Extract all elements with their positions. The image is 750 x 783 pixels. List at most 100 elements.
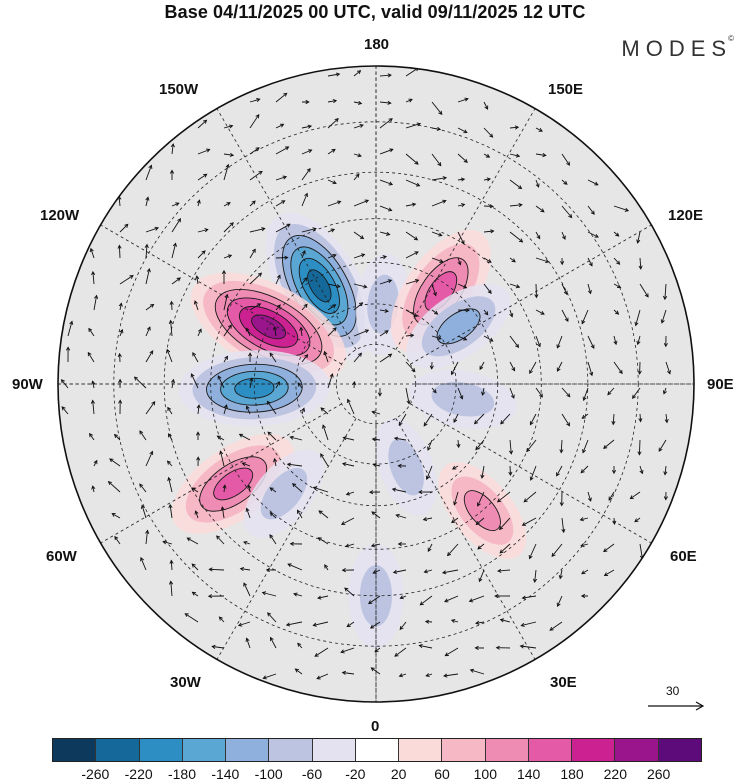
wind-arrow <box>289 435 303 441</box>
wind-arrow <box>379 353 393 363</box>
wind-arrow <box>352 380 357 389</box>
wind-arrow <box>324 564 329 571</box>
wind-arrow <box>431 387 437 394</box>
wind-arrow <box>535 387 543 398</box>
wind-arrow <box>218 616 225 623</box>
wind-arrow <box>391 487 407 493</box>
anomaly-center <box>244 449 324 538</box>
wind-arrow <box>312 486 329 493</box>
wind-arrow <box>405 387 411 405</box>
wind-arrow <box>275 200 286 207</box>
wind-arrow <box>556 595 563 607</box>
wind-arrow <box>637 439 642 456</box>
wind-arrow <box>663 465 668 476</box>
wind-arrow <box>301 124 313 129</box>
wind-arrow <box>509 283 521 289</box>
wind-arrow <box>561 309 569 323</box>
wind-arrow <box>431 176 448 181</box>
wind-arrow <box>509 125 520 130</box>
wind-arrow <box>451 465 459 470</box>
wind-arrow <box>603 569 615 576</box>
wind-arrow <box>457 177 466 182</box>
wind-arrow <box>535 309 545 315</box>
wind-arrow <box>636 231 641 244</box>
wind-arrow <box>197 228 209 233</box>
wind-arrow <box>340 517 355 525</box>
wind-arrow <box>499 543 511 554</box>
wind-arrow <box>379 255 388 260</box>
wind-arrow <box>637 361 642 375</box>
colorbar-tick-label: -140 <box>211 766 240 782</box>
wind-arrow <box>294 668 303 675</box>
wind-arrow <box>89 432 95 441</box>
wind-arrow <box>477 543 485 550</box>
wind-arrow <box>483 127 494 138</box>
wind-arrow <box>431 153 442 167</box>
wind-arrow <box>140 556 147 571</box>
wind-arrow <box>638 413 643 423</box>
wind-arrow <box>196 404 201 415</box>
wind-arrow <box>117 352 122 363</box>
wind-arrow <box>301 303 308 311</box>
wind-arrow <box>453 413 459 423</box>
wind-arrow <box>207 594 225 599</box>
wind-arrow <box>223 124 234 129</box>
wind-arrow <box>302 99 310 105</box>
wind-arrow <box>394 647 407 657</box>
wind-arrow <box>353 123 364 129</box>
wind-arrow <box>223 222 234 233</box>
wind-arrow <box>423 569 433 574</box>
colorbar-tick-label: -220 <box>124 766 153 782</box>
wind-arrow <box>560 257 565 266</box>
wind-arrow <box>587 335 595 349</box>
wind-arrow <box>114 535 121 545</box>
wind-arrow <box>398 673 407 678</box>
wind-arrow <box>196 199 201 207</box>
wind-arrow <box>443 673 459 678</box>
wind-arrow <box>195 431 201 440</box>
wind-arrow <box>243 582 251 597</box>
wind-arrow <box>344 587 355 597</box>
wind-arrow <box>457 257 462 266</box>
wind-arrow <box>603 543 615 553</box>
wind-arrow <box>327 118 339 129</box>
wind-arrow <box>89 247 95 259</box>
colorbar-tick-label: 180 <box>560 766 584 782</box>
wind-arrow <box>457 153 468 163</box>
wind-arrow <box>379 100 392 105</box>
wind-arrow <box>431 257 444 263</box>
colorbar-tick-label: 60 <box>434 766 450 782</box>
wind-arrow <box>581 413 589 419</box>
wind-arrow <box>293 592 303 597</box>
anomaly-field <box>171 212 527 649</box>
wind-arrow <box>223 324 232 337</box>
wind-arrow <box>275 92 288 103</box>
anomaly-center <box>190 272 347 382</box>
wind-arrow <box>475 517 485 526</box>
wind-arrow <box>587 179 599 186</box>
wind-arrow <box>139 430 147 441</box>
wind-arrow <box>663 491 668 501</box>
wind-arrow <box>418 490 433 495</box>
wind-arrow <box>444 595 459 603</box>
wind-arrow <box>118 399 123 415</box>
wind-arrow <box>535 153 547 158</box>
wind-arrow <box>372 569 381 574</box>
wind-arrow <box>399 621 407 631</box>
wind-arrow <box>371 410 381 415</box>
wind-arrow <box>145 401 156 415</box>
wind-arrow <box>168 580 174 597</box>
wind-arrow <box>118 302 123 311</box>
wind-arrow <box>634 517 641 523</box>
wind-arrow <box>399 595 407 600</box>
wind-arrow <box>483 335 494 342</box>
lon-label-30e: 30E <box>550 674 577 691</box>
wind-arrow <box>346 398 355 415</box>
colorbar-swatch <box>96 739 140 761</box>
wind-arrow <box>662 283 668 301</box>
wind-arrow <box>297 382 303 389</box>
wind-arrow <box>340 647 355 654</box>
wind-arrow <box>327 283 341 289</box>
wind-arrow <box>221 269 226 284</box>
wind-arrow <box>561 413 570 427</box>
